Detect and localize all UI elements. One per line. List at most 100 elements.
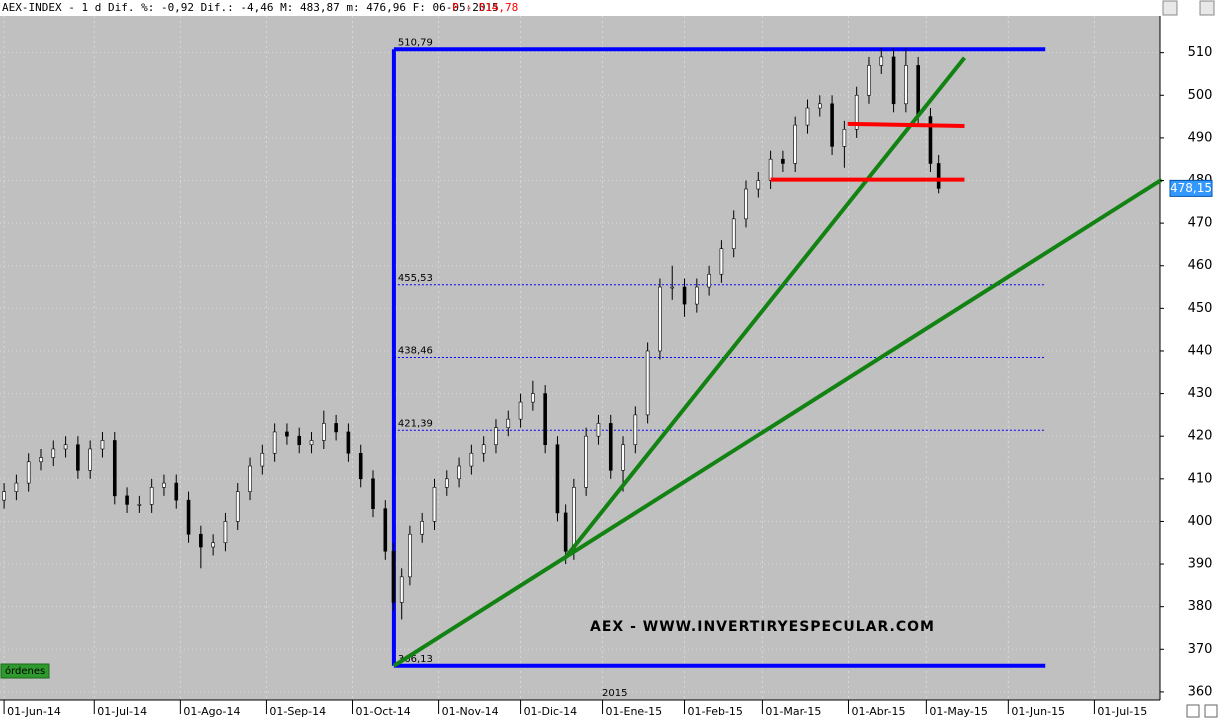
candle-body bbox=[358, 452, 363, 480]
trendline bbox=[392, 177, 1163, 668]
candle-body bbox=[658, 286, 662, 352]
x-tick-label: 01-Nov-14 bbox=[442, 705, 499, 718]
fib-label: 438,46 bbox=[398, 346, 433, 357]
candles bbox=[2, 48, 941, 620]
candle-body bbox=[817, 103, 822, 109]
candle-body bbox=[260, 452, 265, 467]
x-tick-label: 01-May-15 bbox=[929, 705, 987, 718]
print-icon[interactable] bbox=[1204, 704, 1218, 718]
candle-body bbox=[100, 440, 105, 450]
candle-body bbox=[572, 487, 576, 552]
watermark: AEX - WWW.INVERTIRYESPECULAR.COM bbox=[590, 619, 935, 635]
candle-body bbox=[211, 542, 215, 548]
y-tick-label: 450 bbox=[1188, 301, 1213, 316]
candle-body bbox=[494, 427, 498, 446]
fib-label: 455,53 bbox=[398, 273, 433, 284]
candle-body bbox=[272, 431, 277, 454]
candle-body bbox=[670, 286, 675, 289]
x-tick-label: 01-Jun-14 bbox=[7, 705, 61, 718]
candle-body bbox=[891, 56, 896, 105]
fib-label: 510,79 bbox=[398, 37, 433, 48]
x-tick-label: 01-Jul-15 bbox=[1097, 705, 1147, 718]
y-axis-panel bbox=[1160, 0, 1220, 728]
y-tick-label: 360 bbox=[1188, 684, 1213, 699]
orders-button-label: órdenes bbox=[5, 665, 45, 677]
candle-body bbox=[457, 465, 461, 480]
y-tick-label: 390 bbox=[1188, 557, 1213, 572]
candle-body bbox=[14, 482, 19, 492]
candle-body bbox=[768, 158, 773, 181]
candle-body bbox=[346, 431, 351, 454]
x-tick-label: 01-Ago-14 bbox=[183, 705, 240, 718]
x-tick-label: 01-Dic-14 bbox=[524, 705, 578, 718]
candle-body bbox=[223, 521, 228, 544]
candle-body bbox=[842, 129, 847, 147]
candle-body bbox=[744, 188, 748, 220]
candle-body bbox=[531, 393, 535, 403]
candle-body bbox=[39, 457, 43, 463]
x-tick-label: 01-Feb-15 bbox=[688, 705, 743, 718]
candle-body bbox=[555, 444, 560, 514]
candle-body bbox=[719, 248, 724, 275]
candle-body bbox=[309, 440, 314, 446]
candle-body bbox=[235, 491, 240, 522]
last-price-label: 478,15 bbox=[1170, 181, 1212, 195]
candle-body bbox=[420, 521, 424, 535]
x-tick-label: 01-Sep-14 bbox=[269, 705, 326, 718]
candle-body bbox=[63, 444, 68, 450]
candle-body bbox=[543, 393, 547, 446]
candle-body bbox=[682, 286, 687, 305]
candle-body bbox=[322, 423, 326, 441]
candle-body bbox=[469, 452, 474, 467]
y-tick-label: 510 bbox=[1188, 45, 1213, 60]
x-tick-label: 01-Mar-15 bbox=[765, 705, 821, 718]
price-label: P : 514,78 bbox=[452, 1, 518, 14]
candle-body bbox=[285, 431, 289, 437]
candle-body bbox=[371, 478, 375, 509]
candle-body bbox=[399, 576, 404, 603]
candle-body bbox=[125, 495, 129, 505]
candle-body bbox=[781, 158, 785, 164]
candle-body bbox=[936, 163, 941, 189]
candle-body bbox=[481, 444, 486, 454]
y-tick-label: 400 bbox=[1188, 514, 1213, 529]
y-tick-label: 430 bbox=[1188, 386, 1213, 401]
candle-body bbox=[731, 218, 736, 249]
candle-body bbox=[76, 444, 80, 471]
candle-body bbox=[928, 116, 933, 164]
candle-body bbox=[584, 435, 588, 488]
candle-body bbox=[391, 550, 396, 603]
candle-body bbox=[248, 465, 252, 492]
candle-body bbox=[51, 448, 56, 458]
trendline bbox=[562, 56, 967, 562]
candle-body bbox=[518, 401, 523, 420]
y-tick-label: 370 bbox=[1188, 642, 1213, 657]
last-price-box bbox=[1169, 179, 1213, 197]
candle-body bbox=[916, 65, 920, 117]
save-icon[interactable] bbox=[1186, 704, 1200, 718]
candle-body bbox=[88, 448, 92, 471]
y-tick-label: 460 bbox=[1188, 258, 1213, 273]
orders-button[interactable] bbox=[0, 663, 50, 679]
candle-body bbox=[854, 94, 859, 130]
y-tick-label: 420 bbox=[1188, 429, 1213, 444]
trendline bbox=[847, 121, 965, 128]
candle-body bbox=[199, 533, 203, 548]
candle-body bbox=[805, 107, 810, 126]
candle-body bbox=[26, 461, 31, 484]
candle-body bbox=[608, 423, 613, 471]
candle-body bbox=[506, 418, 511, 428]
y-tick-label: 500 bbox=[1188, 88, 1213, 103]
candle-body bbox=[297, 435, 302, 446]
chart-title: AEX-INDEX - 1 d Dif. %: -0,92 Dif.: -4,4… bbox=[2, 1, 499, 14]
candle-body bbox=[334, 423, 338, 433]
candle-body bbox=[645, 350, 650, 416]
candle-body bbox=[432, 487, 437, 522]
x-tick-label: 01-Abr-15 bbox=[851, 705, 905, 718]
candle-body bbox=[563, 512, 568, 552]
x-tick-label: 01-Oct-14 bbox=[356, 705, 411, 718]
scroll-button[interactable] bbox=[1162, 0, 1178, 16]
scroll-button[interactable] bbox=[1199, 0, 1215, 16]
candle-body bbox=[408, 533, 412, 578]
